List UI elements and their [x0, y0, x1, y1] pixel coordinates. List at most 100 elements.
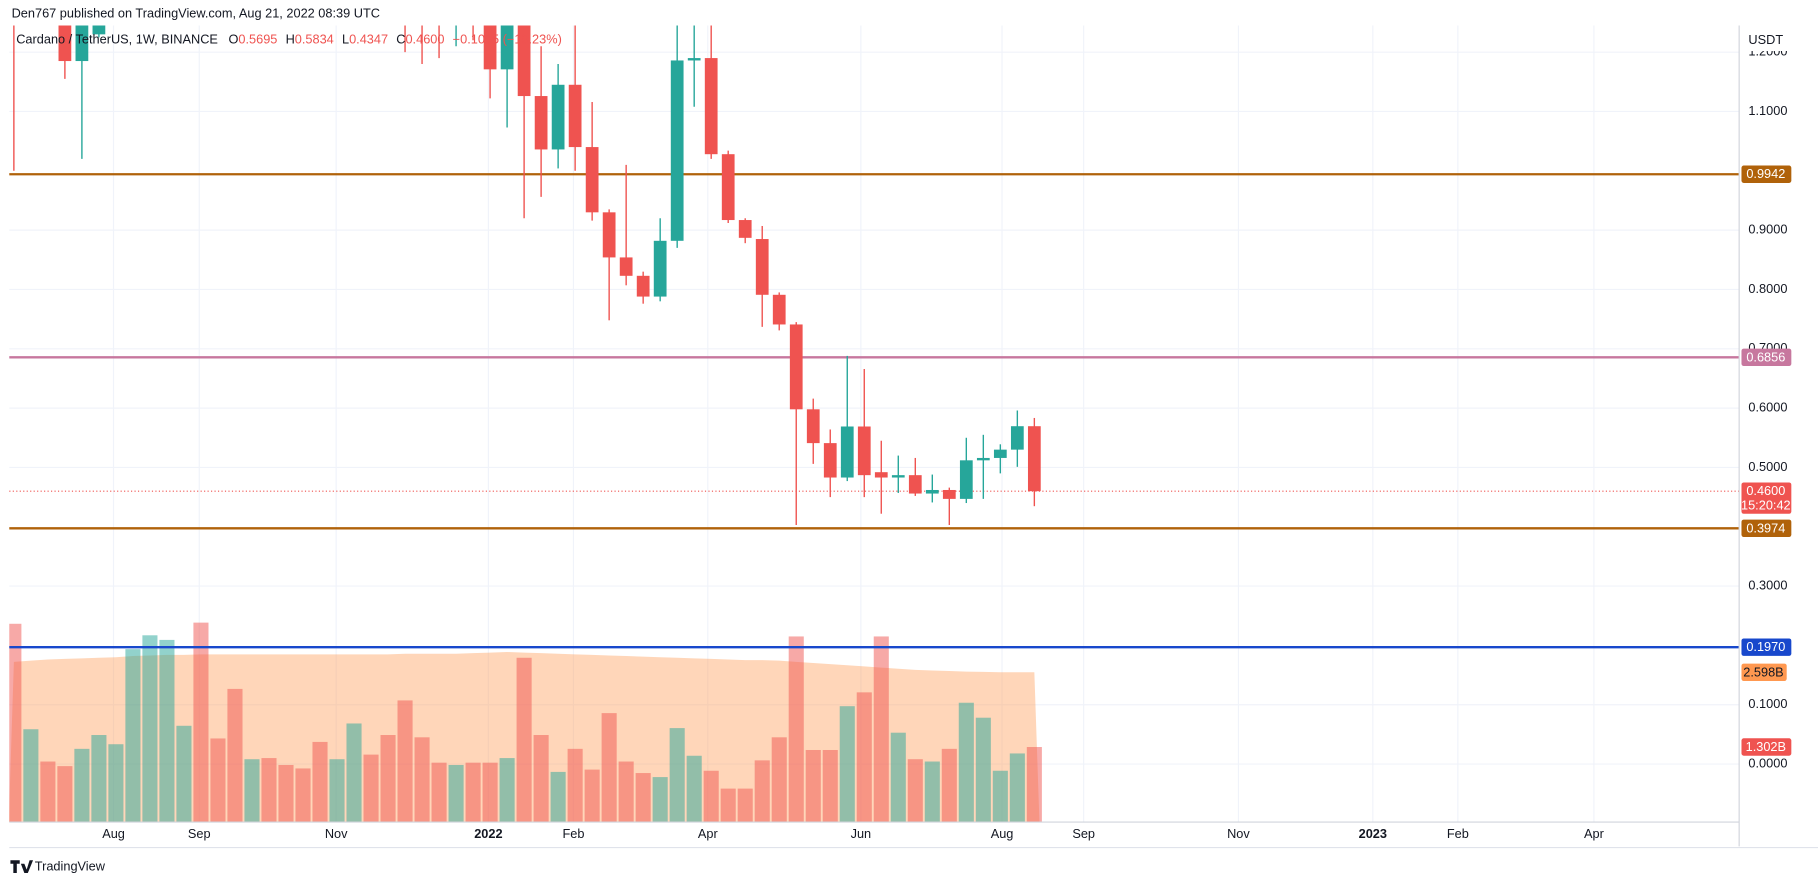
- level-label: 0.6856: [1746, 349, 1785, 364]
- level-label: 0.1970: [1746, 639, 1785, 654]
- candle-body: [687, 58, 701, 61]
- y-tick-label: 0.1000: [1748, 696, 1787, 711]
- volume-bar: [839, 706, 855, 823]
- y-tick-label: 0.9000: [1748, 222, 1787, 237]
- volume-bar: [1026, 746, 1042, 823]
- candle-body: [959, 460, 973, 499]
- y-tick-label: 0.0000: [1748, 755, 1787, 770]
- h: H: [286, 32, 295, 47]
- volume-bar: [550, 771, 566, 823]
- candle-body: [500, 25, 514, 70]
- volume-bar: [142, 635, 158, 823]
- grid: [9, 25, 1740, 823]
- volume-bar: [567, 748, 583, 823]
- candle-body: [585, 147, 599, 213]
- last-price-countdown: 15:20:42: [1741, 498, 1791, 513]
- x-tick-label: Feb: [562, 826, 584, 841]
- level-tag: [1741, 638, 1792, 656]
- candle-body: [636, 275, 650, 297]
- candle-body: [908, 475, 922, 494]
- volume-bar: [805, 749, 821, 823]
- volume-ma-tag: [1741, 663, 1787, 681]
- volume-bar: [822, 749, 838, 823]
- candle-body: [806, 409, 820, 444]
- level-tag: [1741, 165, 1792, 183]
- volume-bar: [873, 636, 889, 823]
- volume-bar: [176, 725, 192, 823]
- x-tick-label: Aug: [991, 826, 1014, 841]
- x-tick-label: Sep: [1072, 826, 1095, 841]
- axes: 0.00000.10000.30000.50000.60000.70000.80…: [102, 30, 1812, 841]
- volume-bar: [363, 754, 379, 823]
- volume-bar: [295, 768, 311, 823]
- volume-bar: [57, 766, 73, 823]
- volume-bar: [91, 735, 107, 823]
- candle-body: [619, 257, 633, 276]
- volume-bar: [414, 737, 430, 823]
- volume-bar: [210, 738, 226, 823]
- volume-bar: [431, 762, 447, 823]
- volume-bar: [856, 692, 872, 823]
- candle-body: [772, 294, 786, 325]
- candle-body: [823, 443, 837, 478]
- volume-bar: [125, 649, 141, 823]
- volume-bar: [448, 764, 464, 823]
- x-tick-label: 2022: [474, 826, 502, 841]
- volume-bar: [278, 764, 294, 823]
- volume-bar: [261, 758, 277, 823]
- volume-bar: [890, 732, 906, 823]
- y-tick-label: 0.3000: [1748, 577, 1787, 592]
- x-tick-label: Aug: [102, 826, 125, 841]
- volume-bar: [669, 728, 685, 823]
- volume-bar: [465, 762, 481, 823]
- candle-body: [789, 324, 803, 410]
- volume-bar: [74, 748, 90, 823]
- x-tick-label: Apr: [1584, 826, 1605, 841]
- published: Den767 published on TradingView.com, Aug…: [12, 5, 380, 20]
- volume-bar: [737, 788, 753, 823]
- volume-bar: [907, 759, 923, 823]
- volume-bar: [618, 761, 634, 823]
- candle-body: [925, 489, 939, 494]
- candle-body: [721, 154, 735, 221]
- symbol: Cardano / TetherUS, 1W, BINANCE: [16, 32, 218, 47]
- volume-bar: [652, 777, 668, 823]
- volume-bar: [958, 702, 974, 823]
- candle-body: [857, 426, 871, 476]
- candle-body: [993, 449, 1007, 458]
- l: L: [342, 32, 349, 47]
- volume-bar: [244, 759, 260, 823]
- legend: Cardano / TetherUS, 1W, BINANCE O0.5695 …: [16, 32, 562, 47]
- volume-bar: [499, 758, 515, 823]
- x-tick-label: Apr: [698, 826, 719, 841]
- x-tick-label: Sep: [188, 826, 211, 841]
- last-volume-tag: [1741, 738, 1792, 756]
- x-tick-label: 2023: [1359, 826, 1387, 841]
- footer-logo: TradingView: [10, 859, 106, 874]
- candle-body: [704, 58, 718, 155]
- volume-bar: [516, 657, 532, 823]
- level-label: 0.9942: [1746, 166, 1785, 181]
- x-tick-label: Nov: [1227, 826, 1250, 841]
- candle-body: [568, 84, 582, 148]
- candle-body: [874, 472, 888, 478]
- candle-body: [738, 220, 752, 238]
- candle-body: [670, 60, 684, 241]
- candle-body: [1010, 426, 1024, 450]
- candle-body: [602, 212, 616, 258]
- volume-bar: [108, 744, 124, 823]
- o: O: [228, 32, 238, 47]
- volume-bar: [686, 755, 702, 823]
- candle-body: [75, 25, 89, 62]
- candle-body: [483, 25, 497, 70]
- x-tick-label: Nov: [325, 826, 348, 841]
- volume-ma-label: 2.598B: [1743, 664, 1783, 679]
- volume-pane: [9, 622, 1042, 823]
- x-tick-label: Jun: [851, 826, 872, 841]
- volume-bar: [533, 735, 549, 823]
- o-value: 0.5695: [238, 32, 277, 47]
- volume-bar: [1009, 753, 1025, 823]
- candle-body: [551, 84, 565, 150]
